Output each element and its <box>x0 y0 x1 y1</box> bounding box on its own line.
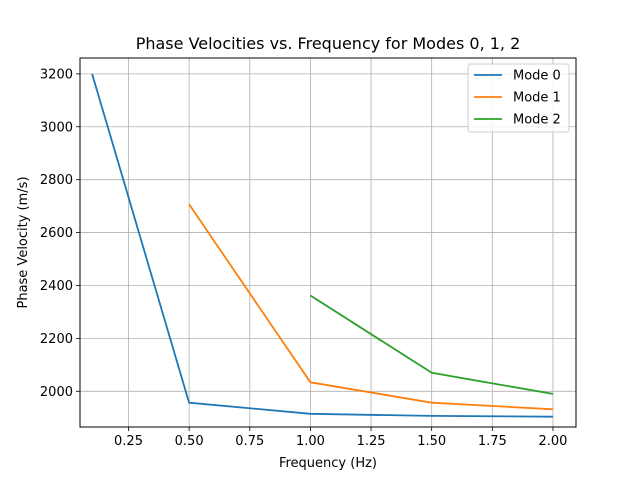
x-tick-label: 0.75 <box>235 434 264 449</box>
y-tick-label: 2400 <box>40 279 73 294</box>
series-line-mode-1 <box>188 203 554 411</box>
y-tick-label: 2000 <box>40 385 73 400</box>
series-line-mode-0 <box>91 73 554 418</box>
legend-label: Mode 2 <box>513 113 561 128</box>
x-tick-label: 0.50 <box>175 434 204 449</box>
y-tick-label: 2200 <box>40 332 73 347</box>
x-tick-label: 1.75 <box>478 434 507 449</box>
legend: Mode 0 Mode 1 Mode 2 <box>467 63 570 133</box>
x-tick-label: 0.25 <box>114 434 143 449</box>
y-tick-label: 3200 <box>40 67 73 82</box>
y-tick-label: 3000 <box>40 120 73 135</box>
y-axis-label: Phase Velocity (m/s) <box>16 176 31 308</box>
legend-box <box>467 63 570 133</box>
plot-frame <box>79 57 577 428</box>
x-tick-label: 1.00 <box>296 434 325 449</box>
series-line-mode-2 <box>309 294 554 395</box>
series-lines <box>91 73 554 418</box>
legend-label: Mode 1 <box>513 91 561 106</box>
legend-label: Mode 0 <box>513 69 561 84</box>
x-axis-label: Frequency (Hz) <box>279 456 377 471</box>
chart-title: Phase Velocities vs. Frequency for Modes… <box>136 34 521 53</box>
y-tick-label: 2800 <box>40 173 73 188</box>
y-tick-label: 2600 <box>40 226 73 241</box>
x-tick-label: 1.50 <box>417 434 446 449</box>
x-tick-label: 2.00 <box>538 434 567 449</box>
x-tick-label: 1.25 <box>357 434 386 449</box>
axis-ticks: 0.25 0.50 0.75 1.00 1.25 1.50 1.75 2.00 2000 2200… <box>40 67 568 449</box>
